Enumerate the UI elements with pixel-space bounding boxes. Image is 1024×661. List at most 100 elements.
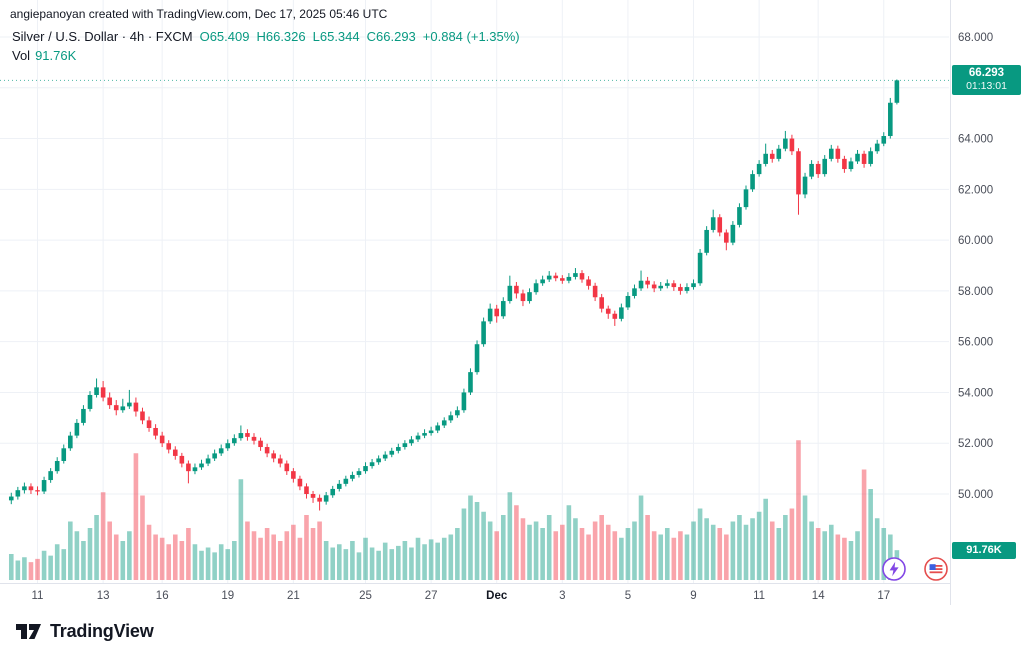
candle-body [146,420,152,428]
candle-body [133,402,139,412]
x-axis-label[interactable]: 11 [32,590,44,602]
candle-body [809,163,814,177]
candle-body [612,313,618,319]
candle-body [310,494,316,498]
candle-body [28,486,34,491]
x-axis-label[interactable]: 17 [877,590,890,602]
y-axis-label[interactable]: 62.000 [958,184,993,196]
x-axis-label[interactable]: 25 [359,590,372,602]
candle-body [291,471,296,479]
volume-bar [310,528,316,580]
volume-bar [48,555,53,581]
candle-body [710,217,716,230]
candle-body [651,284,657,289]
y-axis-label[interactable]: 58.000 [958,286,993,298]
candle-body [553,275,559,279]
volume-bar [100,492,106,580]
x-axis-label[interactable]: 13 [97,590,110,602]
y-axis-label[interactable]: 52.000 [958,438,993,450]
ohlc-item-o: O65.409 [199,29,250,44]
x-axis-label[interactable]: 27 [425,590,438,602]
y-axis-label[interactable]: 64.000 [958,134,993,146]
volume-bar [382,542,388,581]
volume-bar [776,528,782,580]
chart-pane[interactable]: 68.00066.00064.00062.00060.00058.00056.0… [0,0,1024,605]
volume-bar [245,521,250,580]
volume-bar [796,440,801,580]
candle-body [179,455,185,464]
volume-bar [756,511,762,580]
candle-body [350,474,355,479]
volume-bar [356,552,362,581]
candlestick-chart[interactable]: 68.00066.00064.00062.00060.00058.00056.0… [0,0,1024,605]
y-axis-label[interactable]: 56.000 [958,337,993,349]
symbol-title[interactable]: Silver / U.S. Dollar · 4h · FXCM [12,29,193,44]
candle-body [625,295,631,308]
candle-body [61,448,67,461]
candle-body [848,161,854,170]
x-axis-label[interactable]: 16 [156,590,169,602]
footer: TradingView [0,605,1024,661]
candle-body [172,449,178,456]
volume-bar [284,531,290,580]
symbol-legend: Silver / U.S. Dollar · 4h · FXCM O65.409 H… [12,29,520,44]
volume-bar [684,534,690,580]
flag-icon[interactable] [923,556,949,582]
candle-body [48,471,53,481]
volume-bar [848,541,854,580]
volume-bar [264,528,270,580]
candle-body [271,453,276,459]
candle-body [861,153,867,164]
x-axis-label[interactable]: 3 [559,590,565,602]
y-axis-label[interactable]: 68.000 [958,32,993,44]
x-axis-label[interactable]: 5 [625,590,631,602]
volume-bar [697,508,703,580]
tradingview-logo-text: TradingView [50,620,154,641]
candle-body [87,394,93,409]
candle-body [113,405,119,411]
candle-body [730,224,736,243]
volume-bar [192,544,198,580]
tradingview-logo[interactable]: TradingView [14,617,154,645]
x-axis-label[interactable]: 9 [690,590,696,602]
volume-bar [304,515,309,580]
candle-body [494,308,500,317]
volume-bar [592,521,598,580]
candle-body [455,410,460,416]
volume-bar [402,541,408,580]
candle-body [533,283,539,293]
candle-body [382,454,388,459]
volume-bar [133,453,139,580]
volume-bar [586,534,591,580]
x-axis-label[interactable]: 19 [221,590,234,602]
candle-body [737,207,742,225]
volume-bar [199,550,204,580]
y-axis-label[interactable]: 54.000 [958,387,993,399]
lightning-icon[interactable] [881,556,907,582]
candle-body [297,478,303,487]
volume-bar [389,549,395,581]
x-axis-label[interactable]: Dec [486,590,508,602]
candle-body [717,217,723,233]
volume-bar [81,541,86,580]
candle-body [251,436,257,441]
volume-bar [428,539,434,581]
volume-bar [579,528,585,580]
y-axis-label[interactable]: 60.000 [958,235,993,247]
volume-bar [369,547,375,580]
y-axis-label[interactable]: 50.000 [958,489,993,501]
candle-body [481,321,486,345]
x-axis-label[interactable]: 14 [812,590,825,602]
volume-bar [691,521,696,580]
volume-bar [737,515,742,580]
x-axis-label[interactable]: 21 [287,590,300,602]
volume-bar [520,518,526,580]
volume-bar [546,515,552,580]
volume-bar [540,528,545,580]
x-axis-label[interactable]: 11 [753,590,765,602]
candle-body [868,151,873,164]
candle-body [422,433,427,436]
candle-body [605,308,611,314]
candle-body [159,435,165,444]
